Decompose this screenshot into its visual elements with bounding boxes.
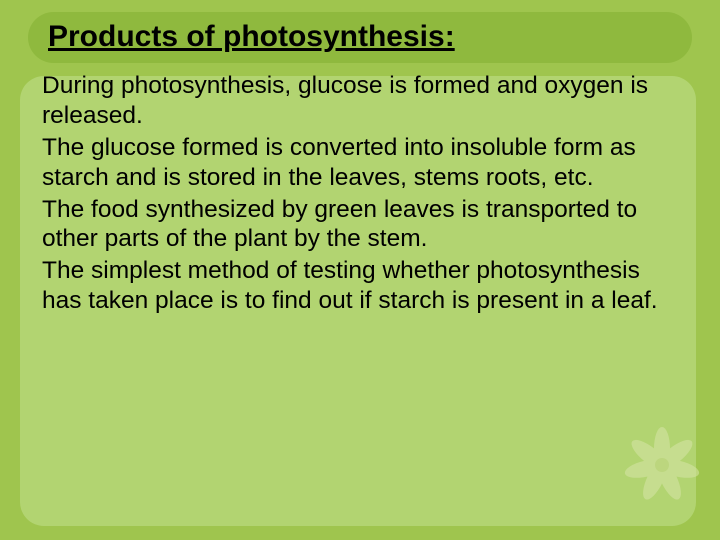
- body-text: During photosynthesis, glucose is formed…: [28, 71, 692, 316]
- slide-title: Products of photosynthesis:: [48, 20, 672, 53]
- paragraph: During photosynthesis, glucose is formed…: [42, 71, 682, 131]
- flower-center: [655, 458, 669, 472]
- flower-icon: [622, 425, 702, 505]
- paragraph: The food synthesized by green leaves is …: [42, 195, 682, 255]
- paragraph: The glucose formed is converted into ins…: [42, 133, 682, 193]
- title-pill: Products of photosynthesis:: [28, 12, 692, 63]
- paragraph: The simplest method of testing whether p…: [42, 256, 682, 316]
- slide: Products of photosynthesis: During photo…: [0, 0, 720, 540]
